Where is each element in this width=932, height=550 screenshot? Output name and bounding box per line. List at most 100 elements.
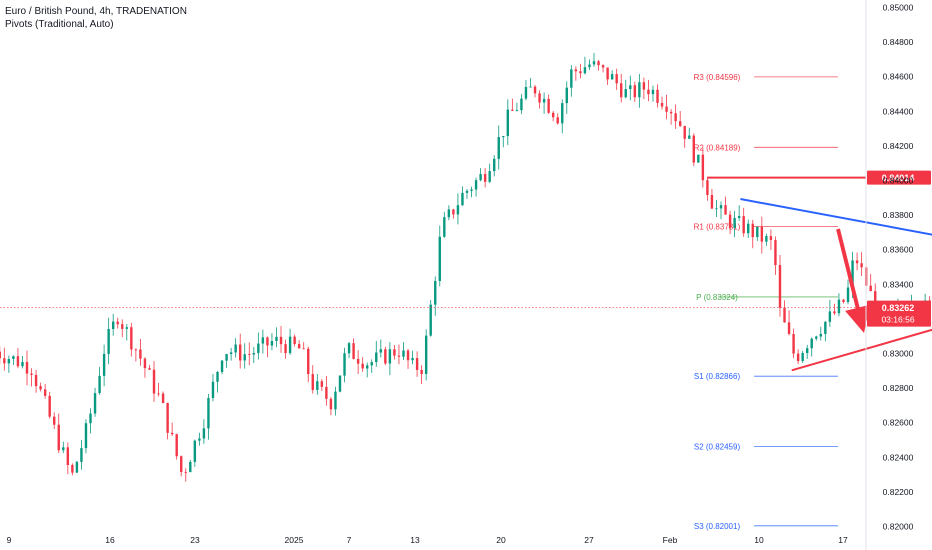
- price-axis[interactable]: 0.85000 0.84800 0.84600 0.84400 0.84200 0.840…: [865, 0, 914, 550]
- candle-body: [207, 397, 210, 429]
- time-tick-label: 17: [838, 535, 848, 545]
- candle-body: [438, 236, 441, 281]
- candle-body: [184, 471, 187, 473]
- bar-countdown-label: 03:16:56: [881, 315, 914, 325]
- time-tick-label: Feb: [663, 535, 678, 545]
- candle-body: [257, 343, 260, 353]
- bearish-arrow-icon[interactable]: [836, 228, 871, 334]
- candle-body: [547, 98, 550, 113]
- trendline-lower[interactable]: [791, 299, 932, 372]
- candle-body: [415, 358, 419, 370]
- candle-body: [307, 348, 310, 375]
- candle-body: [824, 321, 827, 334]
- candle-body: [388, 349, 392, 364]
- candle-body: [402, 350, 405, 357]
- candle-body: [3, 358, 6, 364]
- time-tick-label: 10: [754, 535, 764, 545]
- candle-body: [810, 338, 813, 349]
- candle-body: [737, 216, 741, 218]
- candle-body: [805, 348, 809, 354]
- candle-body: [515, 110, 519, 111]
- time-tick-label: 20: [496, 535, 506, 545]
- candle-body: [479, 174, 482, 181]
- candle-body: [279, 336, 283, 345]
- price-tick-label: 0.82000: [883, 522, 914, 532]
- candle-body: [660, 102, 664, 107]
- candle-body: [397, 355, 401, 357]
- candle-body: [16, 356, 20, 367]
- candle-body: [819, 333, 823, 337]
- candle-body: [311, 374, 314, 390]
- candle-body: [774, 240, 777, 266]
- candle-body: [855, 260, 859, 264]
- candle-body: [570, 69, 573, 88]
- candle-body: [198, 438, 201, 441]
- candle-body: [334, 391, 337, 410]
- candle-body: [592, 61, 596, 65]
- candle-body: [225, 354, 228, 361]
- candle-body: [370, 362, 373, 366]
- candle-body: [338, 375, 342, 392]
- candle-body: [610, 74, 614, 80]
- trendline-upper[interactable]: [740, 198, 932, 253]
- candle-body: [111, 321, 115, 330]
- pivot-label: R1 (0.83731): [694, 223, 741, 232]
- candle-body: [424, 335, 428, 374]
- candle-body: [275, 336, 278, 342]
- current-price-tag: [867, 300, 931, 327]
- candle-body: [352, 343, 355, 359]
- candle-body: [161, 393, 165, 403]
- level-price-tag: [867, 170, 931, 185]
- candle-body: [511, 109, 514, 111]
- pivot-label: S2 (0.82459): [694, 443, 741, 452]
- candle-body: [66, 447, 70, 466]
- candle-body: [216, 371, 219, 382]
- candle-body: [93, 393, 97, 414]
- price-tick-label: 0.83800: [883, 210, 914, 220]
- candle-body: [284, 344, 287, 354]
- indicator-label[interactable]: Pivots (Traditional, Auto): [5, 19, 114, 30]
- candle-body: [443, 217, 446, 237]
- candle-body: [98, 375, 101, 394]
- candle-body: [561, 103, 564, 124]
- time-tick-label: 27: [584, 535, 594, 545]
- candle-body: [288, 336, 292, 354]
- candle-body: [130, 327, 133, 350]
- candle-body: [760, 226, 764, 242]
- candle-body: [157, 393, 160, 395]
- candle-body: [234, 344, 237, 353]
- candle-body: [89, 413, 92, 424]
- candle-body: [728, 214, 732, 228]
- candle-body: [710, 194, 714, 209]
- candle-body: [121, 324, 124, 329]
- candle-body: [102, 353, 106, 376]
- candle-body: [452, 209, 455, 215]
- candle-body: [220, 360, 224, 372]
- candle-body: [638, 82, 641, 98]
- candle-body: [565, 87, 568, 104]
- candle-body: [556, 117, 559, 124]
- time-axis[interactable]: 9 16 23 2025 7 13 20 27 Feb 10 17: [7, 535, 848, 545]
- candle-body: [248, 354, 251, 356]
- candle-body: [751, 223, 754, 238]
- price-tick-label: 0.83600: [883, 245, 914, 255]
- time-tick-label: 9: [7, 535, 12, 545]
- candle-body: [211, 381, 215, 398]
- symbol-title[interactable]: Euro / British Pound, 4h, TRADENATION: [5, 6, 187, 17]
- candle-body: [742, 216, 745, 234]
- candle-body: [329, 398, 333, 410]
- price-tick-label: 0.82600: [883, 418, 914, 428]
- candle-body: [837, 299, 841, 314]
- candle-body: [343, 353, 346, 376]
- price-tick-label: 0.84000: [883, 176, 914, 186]
- candle-body: [470, 189, 473, 191]
- price-tick-label: 0.82200: [883, 487, 914, 497]
- pivot-label: R3 (0.84596): [694, 73, 741, 82]
- candle-body: [542, 98, 546, 103]
- candle-body: [170, 432, 174, 435]
- price-tick-label: 0.83000: [883, 349, 914, 359]
- price-tick-label: 0.84600: [883, 72, 914, 82]
- candle-body: [656, 89, 659, 103]
- price-tick-label: 0.82400: [883, 452, 914, 462]
